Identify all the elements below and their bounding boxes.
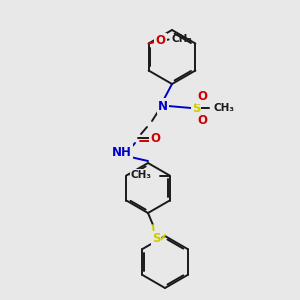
Text: S: S	[192, 101, 200, 115]
Text: O: O	[197, 113, 207, 127]
Text: CH₃: CH₃	[172, 34, 193, 44]
Text: O: O	[197, 89, 207, 103]
Text: N: N	[158, 100, 168, 112]
Text: O: O	[150, 133, 160, 146]
Text: NH: NH	[112, 146, 132, 158]
Text: CH₃: CH₃	[214, 103, 235, 113]
Text: O: O	[156, 34, 166, 47]
Text: CH₃: CH₃	[131, 170, 152, 181]
Text: S: S	[152, 232, 160, 245]
